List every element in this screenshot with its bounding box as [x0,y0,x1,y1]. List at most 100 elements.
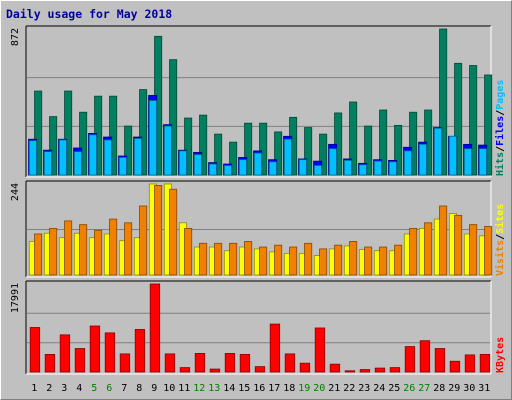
x-tick-label: 18 [283,383,295,394]
visits-bar [154,185,163,276]
hits-bar [379,109,388,176]
hits-bar [49,116,58,176]
hits-bar [64,90,73,176]
hits-bar-fill [109,95,118,176]
pages-bar-fill [238,159,247,176]
visits-bar-fill [169,188,178,276]
visits-bar-fill [364,246,373,276]
pages-bar-fill [133,138,142,176]
visits-bar-fill [49,227,58,276]
pages-bar [433,127,442,176]
hits-bar-fill [454,62,463,176]
kbytes-bar [194,353,206,373]
kbytes-bar-fill [464,354,476,373]
pages-bar [178,150,187,176]
x-tick-label: 20 [313,383,325,394]
x-tick-label: 1 [31,383,37,394]
pages-bar [328,148,337,176]
x-tick-label: 4 [76,383,82,394]
x-tick-label: 14 [223,383,235,394]
visits-bar-fill [304,242,313,276]
visits-bar-fill [214,242,223,276]
hits-bar [319,133,328,176]
pages-bar [298,159,307,176]
hits-bar-fill [304,127,313,176]
kbytes-bar [389,367,401,373]
visits-bar [259,246,268,276]
x-tick-label: 12 [193,383,205,394]
pages-bar [58,139,67,176]
visits-bar-fill [184,227,193,276]
kbytes-bar-fill [134,329,146,373]
hits-bar [109,95,118,176]
kbytes-bar-fill [119,353,131,373]
pages-bar-fill [448,135,457,176]
visits-bar-fill [319,248,328,276]
pages-bar [238,159,247,176]
pages-bar [478,148,487,176]
visits-bar [79,224,88,276]
visits-bar [274,244,283,276]
visits-bar [169,188,178,276]
x-tick-label: 7 [121,383,127,394]
kbytes-bar-fill [224,353,236,373]
visits-bar-fill [484,226,493,276]
pages-bar-fill [118,157,127,176]
hits-bar-fill [409,111,418,176]
x-axis-labels: 1 2 3 4 5 6 7 8 9 10 11 12 13 14 15 16 17 18 19 20 21 22 23 24 2… [31,383,490,394]
kbytes-bar [254,366,266,373]
kbytes-bar-fill [149,283,161,373]
kbytes-bar [164,353,176,373]
visits-bar-fill [154,185,163,276]
pages-bar-fill [478,148,487,176]
kbytes-bar-fill [419,340,431,373]
x-tick-label: 28 [433,383,445,394]
kbytes-bar [314,327,326,373]
visits-bar [109,218,118,276]
hits-bar-fill [244,122,253,176]
visits-bar [409,227,418,276]
hits-bar [274,131,283,176]
visits-bar-fill [259,246,268,276]
legend-separator: / [495,146,506,152]
visits-bar-fill [379,246,388,276]
chart-panels: 872Hits/Files/Pages244Visits/Sites17991K… [10,25,506,375]
hits-bar-fill [64,90,73,176]
kbytes-bar [329,363,341,373]
pages-bar-fill [208,163,217,176]
hits-bar-fill [274,131,283,176]
kbytes-bar-fill [74,348,86,373]
x-tick-label: 31 [478,383,490,394]
visits-bar [394,244,403,276]
hits-bar-fill [394,124,403,176]
hits-bar [244,122,253,176]
legend-separator: / [495,234,506,240]
kbytes-bar [44,353,56,373]
pages-bar-fill [283,138,292,176]
kbytes-bar-fill [44,353,56,373]
pages-bar [418,143,427,176]
kbytes-bar-fill [374,367,386,373]
kbytes-bar-fill [404,346,416,373]
pages-bar-fill [343,159,352,176]
visits-bar [334,244,343,276]
hits-bar [364,125,373,176]
x-tick-label: 29 [448,383,460,394]
visits-bar-fill [139,205,148,276]
pages-bar-fill [268,161,277,176]
x-tick-label: 21 [328,383,340,394]
pages-bar [43,151,52,176]
visits-bar-fill [439,205,448,276]
kbytes-bar [374,367,386,373]
kbytes-bar [479,353,491,373]
hits-bar [139,89,148,176]
kbytes-bar-fill [359,369,371,373]
x-tick-label: 9 [151,383,157,394]
x-tick-label: 6 [106,383,112,394]
visits-bar [184,227,193,276]
pages-bar-fill [178,150,187,176]
pages-bar-fill [148,100,157,176]
pages-bar [28,140,37,176]
hits-bar [79,111,88,176]
visits-bar [244,241,253,276]
